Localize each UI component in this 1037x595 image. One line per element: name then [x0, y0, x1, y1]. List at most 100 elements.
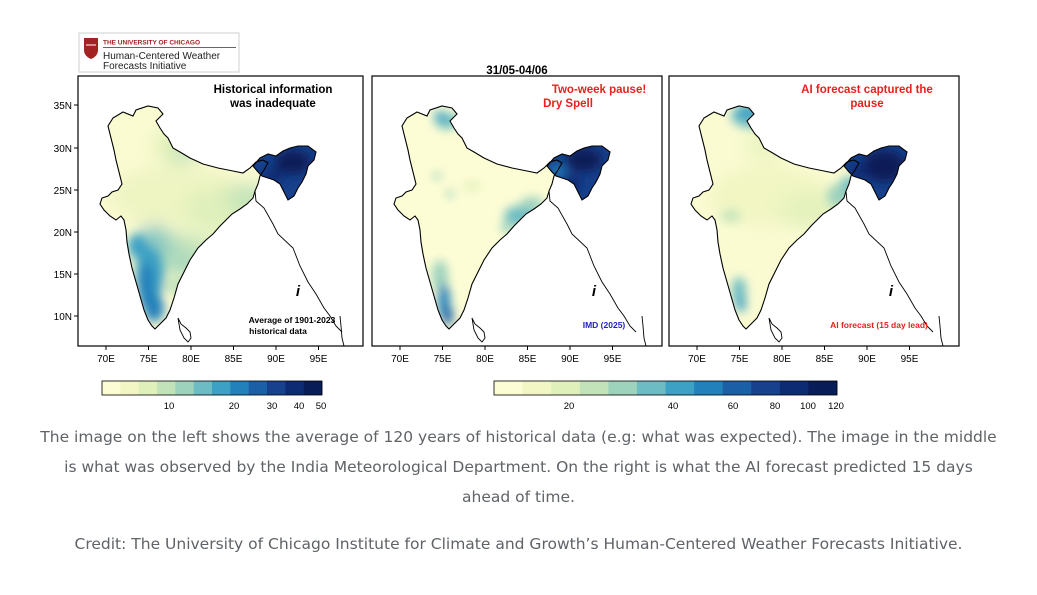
- shield-icon: [84, 38, 98, 59]
- coastline-fragment: [641, 315, 647, 347]
- panel-title-line2: pause: [850, 98, 883, 110]
- lon-tick-label: 70E: [688, 354, 706, 365]
- colorbar-swatch: [102, 381, 121, 395]
- colorbar-tick-label: 30: [267, 401, 278, 412]
- colorbar-swatch: [193, 381, 213, 395]
- colorbar-swatch: [212, 381, 231, 395]
- colorbar-tick-label: 40: [668, 401, 679, 412]
- colorbar-tick-label: 20: [229, 401, 240, 412]
- colorbar-tick-label: 40: [294, 401, 305, 412]
- lat-tick-label: 10N: [54, 312, 72, 323]
- panel-title-line2: was inadequate: [229, 98, 316, 110]
- panel-title-line1: Two-week pause!: [552, 84, 646, 96]
- info-icon: i: [889, 283, 894, 300]
- colorbar-swatch: [175, 381, 194, 395]
- figure-credit: Credit: The University of Chicago Instit…: [74, 535, 963, 553]
- logo-initiative-line2: Forecasts Initiative: [103, 61, 187, 72]
- latitude-axis: 35N 30N 25N 20N 15N 10N: [54, 101, 78, 323]
- lon-tick-label: 85E: [816, 354, 834, 365]
- colorbar-swatch: [608, 381, 638, 395]
- colorbar-frame: [101, 380, 323, 396]
- panel-note-line1: AI forecast (15 day lead): [830, 320, 928, 330]
- lon-tick-label: 75E: [140, 354, 158, 365]
- panel-title-line1: AI forecast captured the: [801, 84, 933, 96]
- figure-caption: The image on the left shows the average …: [40, 428, 997, 506]
- myanmar-coastline: [548, 190, 637, 333]
- panel-border: [668, 75, 960, 347]
- colorbar-swatch: [751, 381, 781, 395]
- colorbar-right: 20 40 60 80 100 120: [493, 380, 844, 412]
- colorbar-tick-label: 20: [564, 401, 575, 412]
- colorbar-swatch: [248, 381, 268, 395]
- lon-tick-label: 80E: [773, 354, 791, 365]
- colorbar-tick-label: 100: [800, 401, 816, 412]
- lon-tick-label: 95E: [310, 354, 328, 365]
- sri-lanka-outline: [177, 317, 192, 343]
- myanmar-coastline: [845, 190, 934, 333]
- lon-tick-label: 95E: [901, 354, 919, 365]
- lon-tick-label: 85E: [225, 354, 243, 365]
- lon-tick-label: 70E: [391, 354, 409, 365]
- logo: THE UNIVERSITY OF CHICAGO Human-Centered…: [78, 32, 240, 73]
- map-panel-historical: i Historical information was inadequate …: [77, 75, 364, 347]
- panel-border: [371, 75, 663, 347]
- lon-tick-label: 75E: [731, 354, 749, 365]
- panel-title-line2: Dry Spell: [543, 98, 593, 110]
- colorbar-swatch: [157, 381, 176, 395]
- colorbar-swatch: [722, 381, 752, 395]
- colorbar-swatch: [230, 381, 249, 395]
- colorbar-swatch: [494, 381, 523, 395]
- lat-tick-label: 35N: [54, 101, 72, 112]
- colorbar-swatch: [779, 381, 809, 395]
- lat-tick-label: 15N: [54, 270, 72, 281]
- colorbar-swatch: [579, 381, 609, 395]
- colorbar-swatch: [636, 381, 666, 395]
- figure: THE UNIVERSITY OF CHICAGO Human-Centered…: [54, 32, 960, 412]
- myanmar-coastline: [254, 190, 343, 333]
- sri-lanka-outline: [471, 317, 486, 343]
- lon-tick-label: 90E: [858, 354, 876, 365]
- info-icon: i: [592, 283, 597, 300]
- colorbar-swatch: [303, 381, 323, 395]
- colorbar-left: 10 20 30 40 50: [101, 380, 327, 412]
- panel-note-line1: Average of 1901-2023: [249, 315, 336, 325]
- info-icon: i: [296, 283, 301, 300]
- colorbar-swatch: [522, 381, 552, 395]
- colorbar-swatch: [551, 381, 581, 395]
- lon-tick-label: 80E: [476, 354, 494, 365]
- colorbar-tick-label: 80: [770, 401, 781, 412]
- lon-tick-label: 80E: [182, 354, 200, 365]
- colorbar-swatch: [694, 381, 723, 395]
- colorbar-swatch: [665, 381, 695, 395]
- lon-tick-label: 90E: [267, 354, 285, 365]
- coastline-fragment: [339, 315, 345, 347]
- sri-lanka-outline: [768, 317, 783, 343]
- lon-tick-label: 90E: [561, 354, 579, 365]
- colorbar-tick-label: 60: [728, 401, 739, 412]
- panel-title-line1: Historical information: [214, 84, 333, 96]
- colorbar-swatch: [808, 381, 838, 395]
- lat-tick-label: 20N: [54, 228, 72, 239]
- colorbar-swatch: [120, 381, 139, 395]
- colorbar-swatch: [267, 381, 286, 395]
- colorbar-tick-label: 50: [316, 401, 327, 412]
- panel-border: [77, 75, 364, 347]
- date-range: 31/05-04/06: [486, 65, 547, 77]
- logo-initiative-line1: Human-Centered Weather: [103, 51, 221, 62]
- lon-tick-label: 70E: [97, 354, 115, 365]
- lon-tick-label: 95E: [604, 354, 622, 365]
- longitude-axis: 70E 75E 80E 85E 90E 95E 70E 75E 80E 85E 90E 95E 70E 7…: [97, 346, 919, 365]
- colorbar-tick-label: 10: [164, 401, 175, 412]
- panel-note-line2: historical data: [249, 326, 307, 336]
- map-panel-ai-forecast: i AI forecast captured the pause AI fore…: [668, 75, 960, 347]
- lon-tick-label: 85E: [519, 354, 537, 365]
- colorbar-swatch: [138, 381, 158, 395]
- coastline-fragment: [938, 315, 944, 347]
- colorbar-swatch: [285, 381, 304, 395]
- logo-frame: [78, 32, 240, 73]
- lon-tick-label: 75E: [434, 354, 452, 365]
- panel-note-line1: IMD (2025): [583, 320, 626, 330]
- map-panel-observed: i Two-week pause! Dry Spell IMD (2025): [371, 75, 663, 347]
- lat-tick-label: 25N: [54, 186, 72, 197]
- lat-tick-label: 30N: [54, 144, 72, 155]
